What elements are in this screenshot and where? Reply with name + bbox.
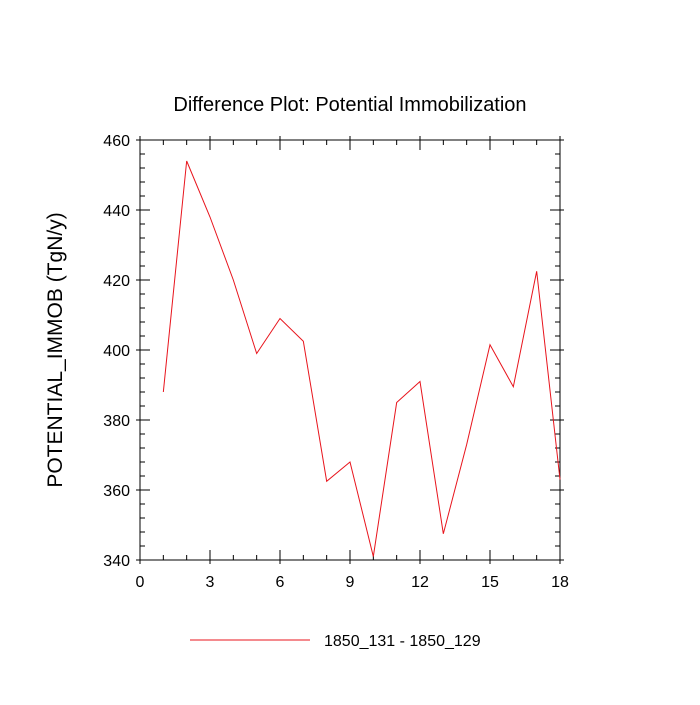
x-tick-label: 6	[276, 574, 285, 591]
legend: 1850_131 - 1850_129	[190, 633, 481, 650]
y-tick-label: 400	[103, 343, 130, 360]
x-tick-label: 12	[411, 574, 429, 591]
x-tick-label: 15	[481, 574, 499, 591]
legend-label: 1850_131 - 1850_129	[324, 633, 481, 650]
plot-frame	[139, 139, 561, 561]
plot-border	[139, 139, 561, 561]
minor-ticks	[140, 140, 560, 560]
major-ticks	[136, 136, 564, 564]
y-axis-label: POTENTIAL_IMMOB (TgN/y)	[44, 212, 67, 487]
x-tick-label: 3	[206, 574, 215, 591]
y-tick-label: 380	[103, 413, 130, 430]
chart-title: Difference Plot: Potential Immobilizatio…	[173, 94, 526, 116]
y-tick-label: 340	[103, 553, 130, 570]
x-tick-labels: 0 3 6 9 12 15 18	[136, 574, 569, 591]
y-tick-label: 420	[103, 273, 130, 290]
series-lines	[162, 160, 561, 557]
y-tick-label: 460	[103, 133, 130, 150]
x-tick-label: 0	[136, 574, 145, 591]
y-tick-label: 360	[103, 483, 130, 500]
series-line-0	[162, 160, 561, 557]
y-tick-label: 440	[103, 203, 130, 220]
y-tick-labels: 340 360 380 400 420 440 460	[103, 133, 130, 570]
x-tick-label: 9	[346, 574, 355, 591]
x-tick-label: 18	[551, 574, 569, 591]
